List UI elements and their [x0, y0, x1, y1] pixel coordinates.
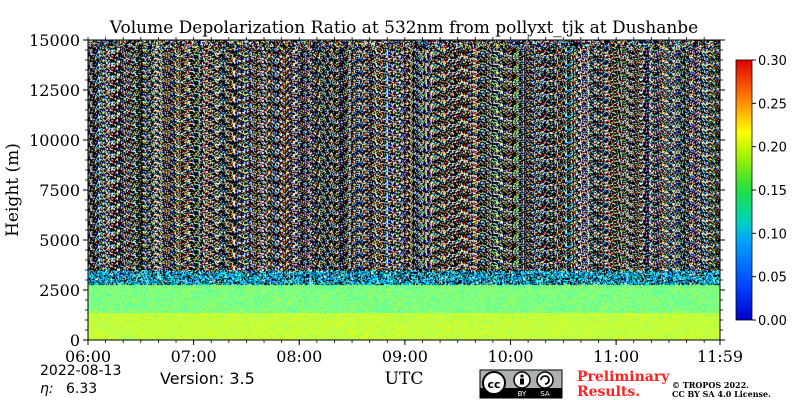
x-tick-label: 11:59 [697, 347, 743, 366]
colorbar: 0.00 0.05 0.10 0.15 0.20 0.25 0.30 [735, 54, 787, 329]
svg-text:cc: cc [487, 378, 500, 391]
heatmap-image [88, 40, 720, 340]
preliminary-line1: Preliminary [577, 369, 670, 385]
colorbar-tick-label: 0.10 [758, 227, 787, 242]
eta-label: η: [40, 381, 54, 397]
date-label: 2022-08-13 [40, 363, 121, 379]
x-tick-label: 10:00 [487, 347, 533, 366]
cc-sa-label: SA [540, 390, 550, 398]
y-tick-label: 5000 [39, 231, 80, 250]
copyright-line1: © TROPOS 2022. [672, 380, 749, 390]
x-tick-label: 09:00 [382, 347, 428, 366]
y-tick-label: 0 [70, 331, 80, 350]
colorbar-ticks: 0.00 0.05 0.10 0.15 0.20 0.25 0.30 [752, 54, 787, 329]
y-tick-label: 7500 [39, 181, 80, 200]
x-tick-label: 08:00 [276, 347, 322, 366]
y-tick-label: 12500 [29, 81, 80, 100]
y-axis-label: Height (m) [3, 143, 23, 237]
cc-by-label: BY [518, 390, 527, 398]
cc-license-badge: cc BY SA [479, 369, 563, 399]
copyright-line2: CC BY SA 4.0 License. [672, 389, 771, 399]
minor-ticks [85, 37, 723, 343]
x-tick-label: 11:00 [593, 347, 639, 366]
x-axis-label: UTC [385, 369, 424, 389]
colorbar-tick-label: 0.25 [758, 97, 787, 112]
colorbar-tick-label: 0.30 [758, 54, 787, 69]
colorbar-tick-label: 0.05 [758, 271, 787, 286]
x-tick-label: 07:00 [171, 347, 217, 366]
x-tick-label: 06:00 [65, 347, 111, 366]
colorbar-tick-label: 0.20 [758, 141, 787, 156]
colorbar-gradient [735, 59, 753, 321]
colorbar-tick-label: 0.15 [758, 184, 787, 199]
eta-value: 6.33 [66, 381, 97, 397]
y-tick-label: 15000 [29, 31, 80, 50]
colorbar-tick-label: 0.00 [758, 314, 787, 329]
attribution-icon [513, 371, 531, 389]
preliminary-line2: Results. [577, 384, 640, 400]
chart-title: Volume Depolarization Ratio at 532nm fro… [109, 18, 698, 38]
version-label: Version: 3.5 [160, 369, 255, 388]
x-axis: 06:00 07:00 08:00 09:00 10:00 11:00 11:59 [65, 340, 743, 366]
share-alike-icon [536, 371, 554, 389]
cc-icon: cc [482, 371, 506, 395]
y-tick-label: 2500 [39, 281, 80, 300]
y-tick-label: 10000 [29, 131, 80, 150]
